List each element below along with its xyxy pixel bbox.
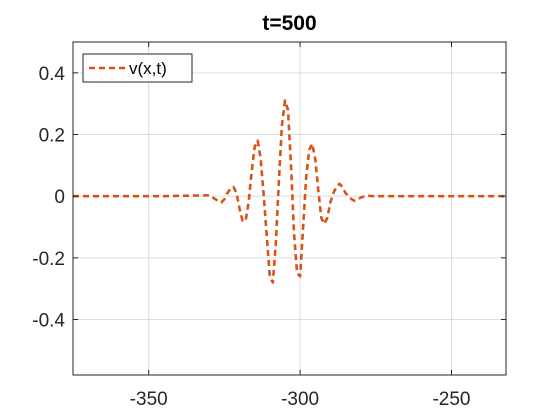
tick-marks — [73, 42, 506, 375]
plot-area — [73, 42, 506, 375]
legend: v(x,t) — [82, 53, 193, 83]
y-tick-label: 0.2 — [39, 126, 65, 147]
axes-frame — [72, 41, 507, 376]
legend-label: v(x,t) — [129, 59, 167, 78]
series-layer — [73, 99, 506, 284]
x-tick-label: -300 — [281, 389, 319, 410]
legend-box — [82, 53, 193, 83]
y-tick-label: 0 — [54, 187, 65, 208]
tick-labels: -350 -300 -250 0.4 0.2 0 -0.2 -0.4 — [32, 64, 470, 410]
series-line-v-x-t — [73, 99, 506, 284]
y-tick-label: -0.2 — [32, 249, 65, 270]
x-tick-label: -250 — [432, 389, 470, 410]
y-tick-label: 0.4 — [39, 64, 66, 85]
x-tick-label: -350 — [130, 389, 168, 410]
chart-title: t=500 — [262, 12, 316, 35]
y-tick-label: -0.4 — [32, 311, 65, 332]
